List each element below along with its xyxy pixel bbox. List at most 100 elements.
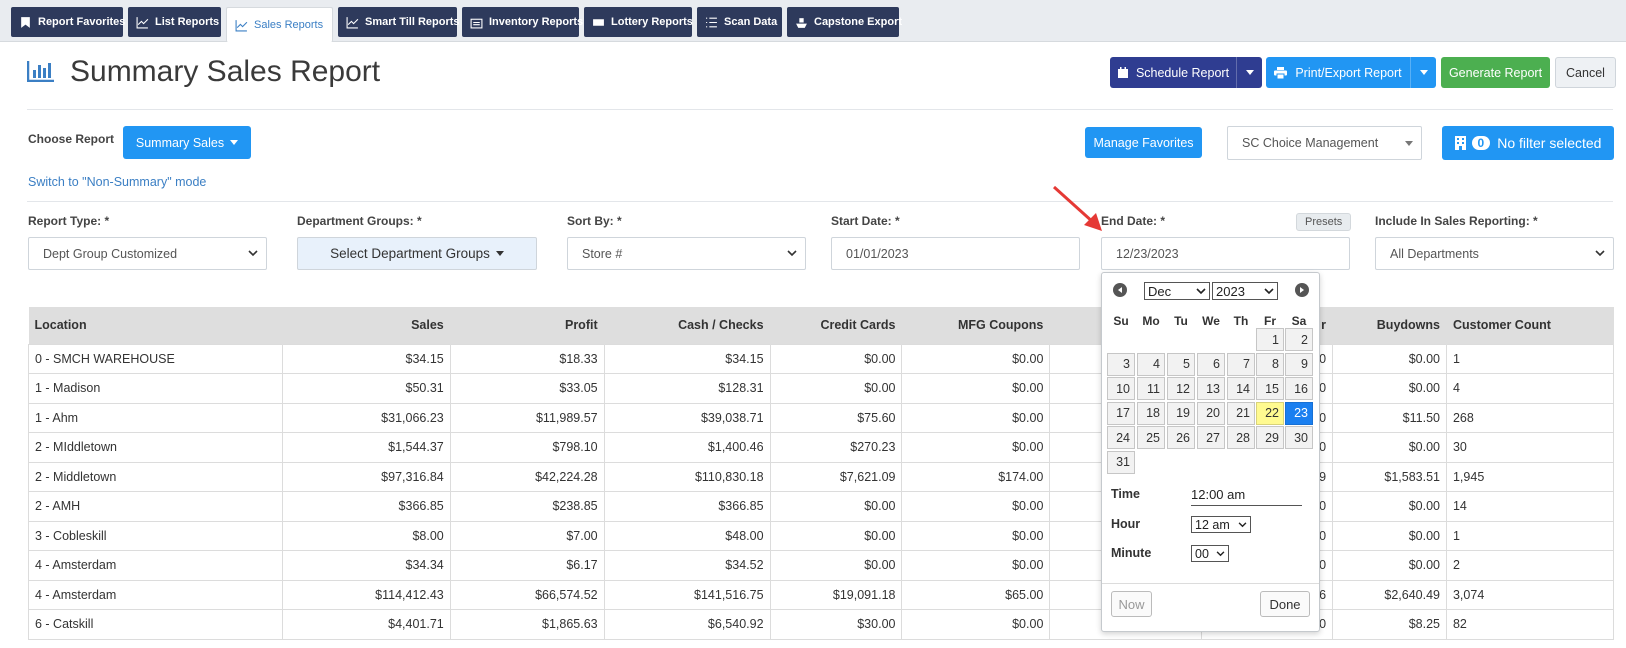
calendar-day[interactable]: 20 [1197, 401, 1225, 425]
table-cell: 4 [1445, 373, 1615, 404]
calendar-day[interactable]: 17 [1107, 401, 1135, 425]
table-row: 4 - Amsterdam $34.34 $6.17 $34.52 $0.00 $0.00… [28, 550, 1615, 581]
calendar-day[interactable]: 9 [1285, 352, 1313, 376]
table-row: 3 - Cobleskill $8.00 $7.00 $48.00 $0.00 $0.00… [28, 520, 1615, 551]
calendar-day[interactable]: 7 [1227, 352, 1255, 376]
calendar-day[interactable]: 31 [1107, 450, 1135, 474]
start-date-input[interactable]: 01/01/2023 [831, 237, 1080, 270]
schedule-dropdown-toggle[interactable] [1236, 57, 1262, 88]
schedule-report-button[interactable]: Schedule Report [1110, 57, 1262, 88]
calendar-day[interactable]: 27 [1197, 426, 1225, 449]
table-cell: $0.00 [901, 550, 1051, 581]
tab-sales-reports[interactable]: Sales Reports [226, 7, 333, 42]
table-cell: $42,224.28 [449, 461, 605, 492]
tab-lottery-reports[interactable]: Lottery Reports [584, 7, 693, 37]
generate-report-button[interactable]: Generate Report [1441, 57, 1550, 88]
calendar-day[interactable]: 24 [1107, 426, 1135, 449]
include-in-sales-select[interactable]: All Departments [1375, 237, 1614, 270]
end-date-picker: Dec 2023 Su Mo Tu We Th Fr Sa 1 2 3 4 5 6 7 8 9 10 11 12 1… [1101, 272, 1320, 632]
table-cell: 1 [1445, 343, 1615, 374]
table-row: 0 - SMCH WAREHOUSE $34.15 $18.33 $34.15 $0.0… [28, 343, 1615, 374]
table-cell: $1,865.63 [449, 609, 605, 640]
table-cell: $0.00 [1332, 373, 1447, 404]
tab-smart-till-reports[interactable]: Smart Till Reports [338, 7, 460, 37]
next-month-icon[interactable] [1295, 283, 1309, 297]
calendar-day[interactable]: 18 [1137, 401, 1165, 425]
table-cell: $798.10 [449, 432, 605, 463]
manage-favorites-button[interactable]: Manage Favorites [1085, 127, 1202, 158]
calendar-day[interactable]: 4 [1137, 352, 1165, 376]
chart-line-icon [346, 16, 359, 28]
department-groups-select[interactable]: Select Department Groups [297, 237, 537, 270]
tab-inventory-reports[interactable]: Inventory Reports [462, 7, 583, 37]
cancel-button[interactable]: Cancel [1555, 57, 1616, 88]
tab-capstone-export[interactable]: Capstone Export [787, 7, 902, 37]
table-cell: $6.17 [449, 550, 605, 581]
calendar-day[interactable]: 19 [1167, 401, 1195, 425]
tab-scan-data[interactable]: Scan Data [697, 7, 782, 37]
include-in-sales-label: Include In Sales Reporting: * [1375, 214, 1538, 228]
switch-mode-link[interactable]: Switch to "Non-Summary" mode [28, 175, 207, 189]
calendar-day[interactable]: 3 [1107, 352, 1135, 376]
chevron-down-icon [248, 250, 258, 257]
department-groups-label: Department Groups: * [297, 214, 422, 228]
date-presets-button[interactable]: Presets [1296, 213, 1352, 231]
calendar-day[interactable]: 5 [1167, 352, 1195, 376]
weekday-label: Su [1113, 314, 1129, 328]
hour-select[interactable]: 12 am [1191, 516, 1251, 533]
store-filter-button[interactable]: 0 No filter selected [1442, 126, 1614, 160]
month-select[interactable]: Dec [1144, 282, 1210, 300]
calendar-day[interactable]: 10 [1107, 377, 1135, 400]
table-row: 2 - Middletown $97,316.84 $42,224.28 $110,8… [28, 461, 1615, 492]
calendar-day[interactable]: 28 [1227, 426, 1255, 449]
calendar-day[interactable]: 26 [1167, 426, 1195, 449]
report-select-dropdown[interactable]: Summary Sales [123, 126, 251, 159]
page-title: Summary Sales Report [70, 55, 381, 88]
calendar-day[interactable]: 15 [1256, 377, 1284, 400]
report-type-select[interactable]: Dept Group Customized [28, 237, 267, 270]
calendar-day[interactable]: 2 [1285, 328, 1313, 351]
prev-month-icon[interactable] [1113, 283, 1127, 297]
calendar-day[interactable]: 12 [1167, 377, 1195, 400]
calendar-day[interactable]: 16 [1285, 377, 1313, 400]
calendar-day[interactable]: 23 [1285, 401, 1313, 425]
done-button[interactable]: Done [1260, 591, 1310, 617]
calendar-day[interactable]: 14 [1227, 377, 1255, 400]
calendar-day[interactable]: 22 [1256, 401, 1284, 425]
company-select[interactable]: SC Choice Management [1227, 126, 1422, 160]
calendar-day[interactable]: 6 [1197, 352, 1225, 376]
table-cell: 3 - Cobleskill [28, 520, 283, 551]
table-cell: $0.00 [1332, 491, 1447, 522]
end-date-input[interactable]: 12/23/2023 [1101, 237, 1350, 270]
tab-report-favorites[interactable]: Report Favorites [11, 7, 125, 37]
table-cell: $270.23 [769, 432, 903, 463]
caret-down-icon [1405, 141, 1413, 146]
print-export-button[interactable]: Print/Export Report [1266, 57, 1436, 88]
table-cell: $97,316.84 [281, 461, 451, 492]
minute-select[interactable]: 00 [1191, 545, 1229, 562]
table-cell: 1,945 [1445, 461, 1615, 492]
calendar-day[interactable]: 21 [1227, 401, 1255, 425]
calendar-day[interactable]: 1 [1256, 328, 1284, 351]
calendar-day[interactable]: 29 [1256, 426, 1284, 449]
ticket-icon [593, 18, 604, 26]
table-cell: 268 [1445, 402, 1615, 433]
table-cell: 1 - Madison [28, 373, 283, 404]
print-dropdown-toggle[interactable] [1410, 57, 1436, 88]
now-button[interactable]: Now [1111, 591, 1152, 617]
table-cell: $34.15 [281, 343, 451, 374]
divider [1102, 583, 1319, 584]
calendar-day[interactable]: 8 [1256, 352, 1284, 376]
table-cell: $31,066.23 [281, 402, 451, 433]
building-icon [1454, 136, 1466, 150]
warehouse-icon [470, 18, 483, 28]
calendar-day[interactable]: 13 [1197, 377, 1225, 400]
calendar-day[interactable]: 25 [1137, 426, 1165, 449]
year-select[interactable]: 2023 [1212, 282, 1278, 300]
calendar-day[interactable]: 11 [1137, 377, 1165, 400]
calendar-day[interactable]: 30 [1285, 426, 1313, 449]
table-cell: $1,544.37 [281, 432, 451, 463]
table-cell: $75.60 [769, 402, 903, 433]
sort-by-select[interactable]: Store # [567, 237, 806, 270]
tab-list-reports[interactable]: List Reports [128, 7, 221, 37]
